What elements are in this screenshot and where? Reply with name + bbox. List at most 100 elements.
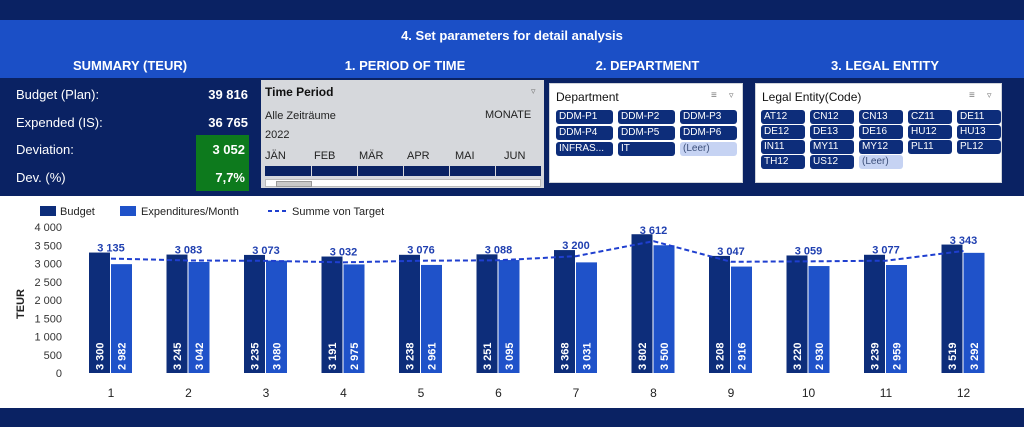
budget-bar-9 bbox=[786, 255, 808, 373]
legal-entity-chip-7[interactable]: DE16 bbox=[859, 125, 903, 139]
legal-entity-chip-17[interactable]: (Leer) bbox=[859, 155, 903, 169]
legal-entity-chip-10[interactable]: IN11 bbox=[761, 140, 805, 154]
legal-entity-chip-4[interactable]: DE11 bbox=[957, 110, 1001, 124]
expenditure-bar-10 bbox=[886, 264, 907, 373]
target-label-10: 3 077 bbox=[872, 245, 900, 257]
target-label-5: 3 088 bbox=[485, 244, 513, 256]
expenditure-bar-6 bbox=[576, 262, 597, 373]
legal-entity-chip-9[interactable]: HU13 bbox=[957, 125, 1001, 139]
target-label-1: 3 083 bbox=[175, 244, 203, 256]
parameters-banner: 4. Set parameters for detail analysis SU… bbox=[0, 20, 1024, 78]
budget-bar-label-1: 3 245 bbox=[172, 342, 184, 370]
department-chip-7[interactable]: IT bbox=[618, 142, 675, 156]
expenditure-bar-label-5: 3 095 bbox=[504, 342, 516, 370]
budget-bar-label-6: 3 368 bbox=[560, 342, 572, 370]
expenditure-bar-7 bbox=[653, 245, 675, 373]
month-label-jun[interactable]: JUN bbox=[504, 150, 526, 162]
x-tick-label-0: 1 bbox=[108, 386, 115, 400]
x-tick-label-11: 12 bbox=[957, 386, 971, 400]
timeline-scrollbar[interactable] bbox=[265, 179, 541, 187]
legal-entity-chip-5[interactable]: DE12 bbox=[761, 125, 805, 139]
expenditure-bar-label-2: 3 080 bbox=[272, 342, 284, 370]
legend-label-target: Summe von Target bbox=[292, 206, 384, 218]
department-chip-1[interactable]: DDM-P2 bbox=[618, 110, 675, 124]
budget-label: Budget (Plan): bbox=[16, 87, 100, 102]
legal-entity-chip-11[interactable]: MY11 bbox=[810, 140, 854, 154]
legal-entity-chip-6[interactable]: DE13 bbox=[810, 125, 854, 139]
department-chip-8[interactable]: (Leer) bbox=[680, 142, 737, 156]
budget-bar-label-2: 3 235 bbox=[250, 342, 262, 370]
legal-entity-chip-13[interactable]: PL11 bbox=[908, 140, 952, 154]
dev-percent-label: Dev. (%) bbox=[16, 170, 66, 185]
month-label-feb[interactable]: FEB bbox=[314, 150, 336, 162]
legal-entity-chip-0[interactable]: AT12 bbox=[761, 110, 805, 124]
expenditure-bar-label-6: 3 031 bbox=[582, 342, 594, 370]
y-tick-label-4: 2 000 bbox=[34, 295, 62, 307]
department-slicer: Department ≡ ▿ DDM-P1 DDM-P2 DDM-P3 DDM-P4 D… bbox=[549, 83, 743, 183]
department-chip-2[interactable]: DDM-P3 bbox=[680, 110, 737, 124]
target-label-0: 3 135 bbox=[97, 243, 125, 255]
expenditure-bar-0 bbox=[111, 264, 132, 373]
y-axis-label: TEUR bbox=[15, 289, 27, 319]
department-chip-5[interactable]: DDM-P6 bbox=[680, 126, 737, 140]
y-tick-label-1: 3 500 bbox=[34, 240, 62, 252]
expenditure-bar-11 bbox=[963, 252, 985, 373]
budget-bar-4 bbox=[399, 254, 420, 373]
budget-bar-11 bbox=[941, 244, 963, 373]
x-tick-label-7: 8 bbox=[650, 386, 657, 400]
department-chip-6[interactable]: INFRAS... bbox=[556, 142, 613, 156]
legal-entity-chip-3[interactable]: CZ11 bbox=[908, 110, 952, 124]
expenditure-bar-2 bbox=[266, 260, 287, 373]
month-label-mai[interactable]: MAI bbox=[455, 150, 475, 162]
legal-entity-chip-14[interactable]: PL12 bbox=[957, 140, 1001, 154]
time-period-timeline[interactable]: Time Period ▿ Alle Zeiträume MONATE 2022… bbox=[261, 80, 544, 188]
budget-bar-label-4: 3 238 bbox=[405, 342, 417, 370]
x-tick-label-5: 6 bbox=[495, 386, 502, 400]
x-tick-label-2: 3 bbox=[263, 386, 270, 400]
department-heading: 2. DEPARTMENT bbox=[595, 58, 700, 73]
clear-filter-icon[interactable]: ▿ bbox=[729, 90, 734, 100]
multi-select-icon[interactable]: ≡ bbox=[969, 90, 975, 101]
footer-bar bbox=[0, 408, 1024, 427]
scrollbar-thumb[interactable] bbox=[276, 181, 312, 187]
multi-select-icon[interactable]: ≡ bbox=[711, 90, 717, 101]
budget-bar-8 bbox=[709, 255, 730, 373]
expenditure-bar-9 bbox=[808, 266, 830, 373]
y-tick-label-6: 1 000 bbox=[34, 332, 62, 344]
month-label-mar[interactable]: MÄR bbox=[359, 150, 384, 162]
department-chip-0[interactable]: DDM-P1 bbox=[556, 110, 613, 124]
target-label-2: 3 073 bbox=[252, 245, 280, 257]
department-chip-3[interactable]: DDM-P4 bbox=[556, 126, 613, 140]
selected-months-bar[interactable] bbox=[265, 166, 541, 176]
summary-row-expended: Expended (IS): 36 765 bbox=[0, 108, 258, 136]
legal-entity-chip-12[interactable]: MY12 bbox=[859, 140, 903, 154]
expenditure-bar-label-11: 3 292 bbox=[969, 342, 981, 370]
y-tick-label-5: 1 500 bbox=[34, 313, 62, 325]
x-tick-label-4: 5 bbox=[418, 386, 425, 400]
legal-entity-chip-1[interactable]: CN12 bbox=[810, 110, 854, 124]
year-label: 2022 bbox=[265, 129, 290, 141]
time-period-title: Time Period bbox=[265, 85, 334, 99]
summary-row-deviation: Deviation: 3 052 bbox=[0, 135, 258, 163]
department-chip-4[interactable]: DDM-P5 bbox=[618, 126, 675, 140]
legal-entity-chip-8[interactable]: HU12 bbox=[908, 125, 952, 139]
expenditure-bar-4 bbox=[421, 264, 442, 373]
budget-bar-label-10: 3 239 bbox=[870, 342, 882, 370]
budget-bar-label-0: 3 300 bbox=[95, 342, 107, 370]
legal-entity-title: Legal Entity(Code) bbox=[762, 90, 862, 104]
budget-bar-label-7: 3 802 bbox=[637, 342, 649, 370]
clear-filter-icon[interactable]: ▿ bbox=[531, 86, 536, 96]
legal-entity-chip-2[interactable]: CN13 bbox=[859, 110, 903, 124]
legal-entity-chip-16[interactable]: US12 bbox=[810, 155, 854, 169]
budget-expenditure-chart: Budget Expenditures/Month Summe von Target… bbox=[0, 196, 1024, 408]
time-unit-dropdown[interactable]: MONATE bbox=[485, 109, 532, 121]
month-label-jan[interactable]: JÄN bbox=[265, 150, 286, 162]
budget-bar-1 bbox=[166, 254, 188, 373]
budget-bar-label-11: 3 519 bbox=[947, 342, 959, 370]
legal-entity-chip-15[interactable]: TH12 bbox=[761, 155, 805, 169]
x-tick-label-10: 11 bbox=[880, 386, 893, 400]
budget-bar-10 bbox=[864, 254, 885, 373]
clear-filter-icon[interactable]: ▿ bbox=[987, 90, 992, 100]
x-tick-label-8: 9 bbox=[728, 386, 735, 400]
month-label-apr[interactable]: APR bbox=[407, 150, 430, 162]
